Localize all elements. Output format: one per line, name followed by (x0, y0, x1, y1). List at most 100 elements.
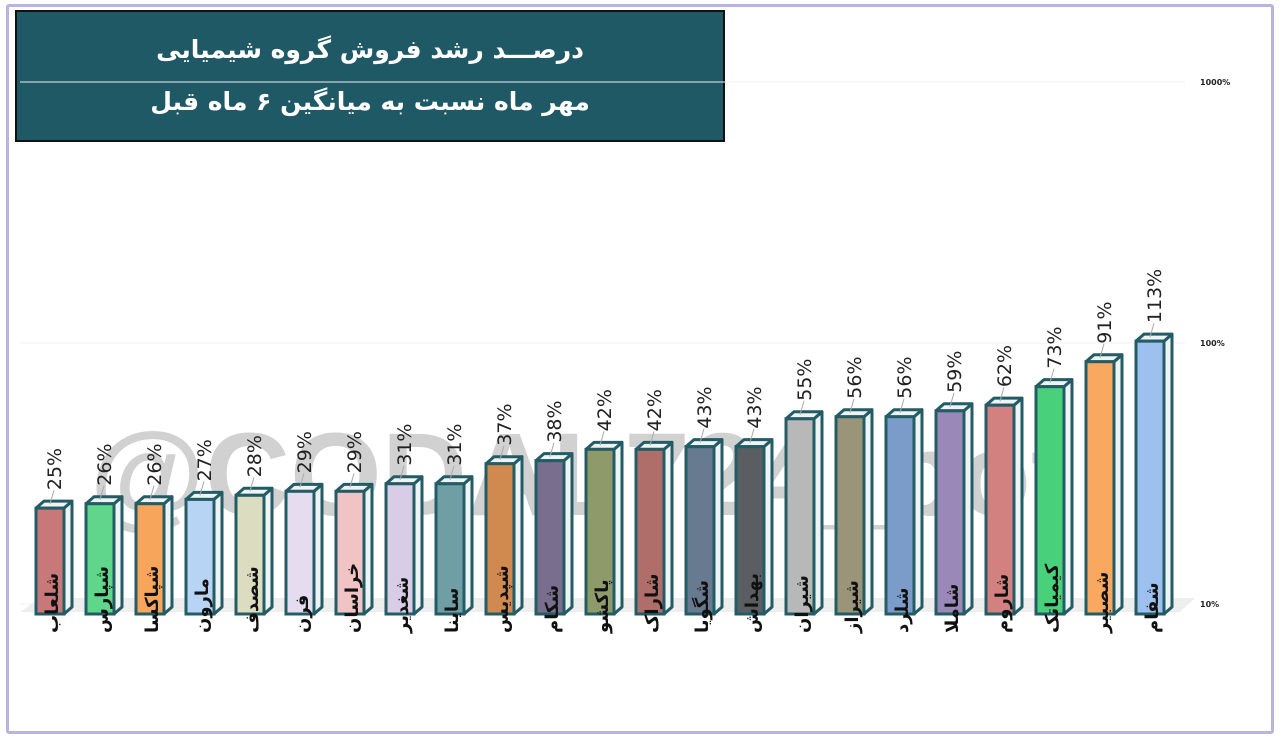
data-label-leader (449, 465, 455, 480)
data-label: 62% (994, 345, 1016, 387)
bar (684, 445, 716, 616)
data-label-leader (149, 485, 155, 500)
bar-group: 38% شکام (534, 400, 574, 633)
data-label-leader (949, 392, 955, 407)
x-tick-label: خراسان (342, 563, 363, 633)
data-label-leader (699, 428, 705, 443)
bar-group: 28% شصدف (234, 435, 274, 633)
x-tick-label: شصدف (242, 566, 263, 633)
bar (984, 403, 1016, 616)
data-label-leader (249, 477, 255, 492)
y-tick-label: 1000% (1200, 78, 1230, 87)
data-label: 56% (894, 356, 916, 398)
data-label-leader (999, 387, 1005, 402)
data-label-leader (499, 445, 505, 460)
data-label: 29% (344, 431, 366, 473)
data-label: 27% (194, 439, 216, 481)
data-label-leader (349, 473, 355, 488)
bar (884, 415, 916, 616)
data-label-leader (199, 481, 205, 496)
x-tick-label: بهداش (742, 573, 763, 633)
bar-group: 91% شصبیر (1084, 301, 1124, 634)
bar (384, 482, 416, 616)
data-label-leader (749, 428, 755, 443)
data-label: 42% (594, 389, 616, 431)
bar (134, 502, 166, 616)
bar (1084, 360, 1116, 616)
chart-title-line-2: مهر ماه نسبت به میانگین ۶ ماه قبل (150, 87, 590, 116)
data-label-leader (799, 400, 805, 415)
bar-group: 43% شگویا (684, 386, 724, 633)
bar (584, 447, 616, 616)
x-tick-label: شکام (542, 585, 563, 633)
bar-group: 29% فرن (284, 431, 324, 633)
bar-group: 26% شپارس (84, 443, 124, 633)
chart-title-line-1: درصـــد رشد فروش گروه شیمیایی (156, 35, 584, 64)
data-label: 38% (544, 400, 566, 442)
x-tick-label: شپاکسا (142, 566, 163, 633)
data-label: 29% (294, 431, 316, 473)
data-label: 113% (1144, 269, 1166, 323)
data-label: 26% (144, 443, 166, 485)
data-label: 73% (1044, 326, 1066, 368)
bar (534, 459, 566, 616)
x-tick-label: فرن (292, 595, 313, 633)
data-label: 28% (244, 435, 266, 477)
bar-group: 37% شپدیس (484, 403, 524, 633)
data-label-leader (399, 465, 405, 480)
x-tick-label: شیراز (842, 580, 863, 634)
x-tick-label: ساینا (442, 588, 463, 633)
bar (734, 445, 766, 616)
data-label: 59% (944, 351, 966, 393)
data-label: 43% (744, 386, 766, 428)
bar (934, 409, 966, 616)
data-label-leader (1049, 368, 1055, 383)
x-tick-label: شگویا (691, 580, 713, 633)
data-label-leader (899, 398, 905, 413)
y-tick-label: 10% (1200, 600, 1219, 609)
data-label-leader (49, 490, 55, 505)
data-label: 43% (694, 386, 716, 428)
data-label: 91% (1094, 301, 1116, 343)
bar-group: 43% بهداش (734, 386, 774, 633)
bar (834, 415, 866, 616)
bar-group: 42% شاراک (634, 389, 674, 633)
x-tick-label: شاروم (992, 574, 1013, 633)
bar-group: 27% مارون (184, 439, 224, 633)
bar-group: 73% کیمیاتک (1034, 326, 1074, 633)
bar (84, 502, 116, 616)
x-tick-label: شصبیر (1092, 572, 1113, 634)
x-tick-label: شلرد (892, 588, 913, 633)
data-label: 55% (794, 359, 816, 401)
x-tick-label: شفام (1142, 582, 1163, 633)
x-tick-label: شاراک (642, 574, 663, 633)
data-label-leader (599, 431, 605, 446)
x-tick-label: شپارس (92, 566, 113, 633)
bar (434, 482, 466, 616)
bar-group: 31% ساینا (434, 424, 474, 633)
bar-group: 25% شلعاب (34, 448, 74, 633)
bar (334, 489, 366, 616)
data-label: 42% (644, 389, 666, 431)
bar (784, 417, 816, 616)
bar (34, 506, 66, 616)
data-label-leader (1099, 343, 1105, 358)
x-tick-label: پاکشو (592, 579, 613, 634)
bar (1034, 385, 1066, 616)
bar (184, 497, 216, 616)
x-tick-label: شغدیر (392, 577, 413, 634)
x-tick-label: کیمیاتک (1042, 563, 1063, 633)
bar-group: 56% شلرد (884, 356, 924, 633)
data-label-leader (549, 442, 555, 457)
bar-group: 42% پاکشو (584, 389, 624, 634)
x-tick-label: مارون (192, 578, 213, 633)
data-label-leader (299, 473, 305, 488)
data-label-leader (99, 485, 105, 500)
x-tick-label: شلعاب (42, 573, 63, 633)
bar-group: 56% شیراز (834, 356, 874, 634)
data-label-leader (849, 398, 855, 413)
x-tick-label: شپدیس (492, 565, 513, 633)
bar-group: 31% شغدیر (384, 424, 424, 634)
bar-group: 26% شپاکسا (134, 443, 174, 633)
